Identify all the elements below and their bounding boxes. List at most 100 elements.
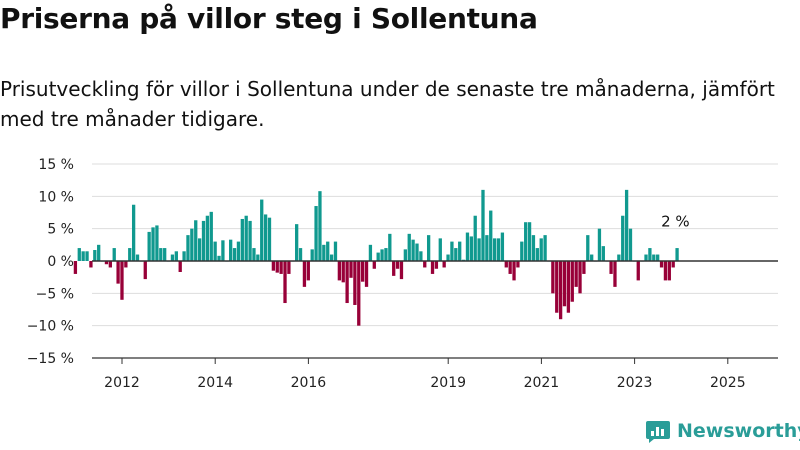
bar — [135, 254, 140, 261]
bar — [221, 240, 225, 261]
bar — [469, 236, 473, 261]
bar — [170, 254, 175, 261]
bar — [357, 261, 361, 326]
bar — [613, 261, 617, 287]
chart-subtitle: Prisutveckling för villor i Sollentuna u… — [0, 77, 775, 131]
bar — [244, 215, 248, 261]
bar — [108, 261, 112, 268]
bar — [73, 261, 78, 274]
bar — [551, 261, 555, 294]
bar — [407, 233, 411, 261]
bar — [496, 238, 501, 261]
bar — [263, 214, 268, 261]
bar — [648, 248, 652, 261]
bar — [392, 261, 396, 276]
bar — [306, 261, 310, 281]
bar — [667, 261, 671, 281]
bar — [326, 241, 330, 261]
bar — [349, 261, 353, 278]
bar — [205, 215, 210, 261]
bar — [267, 217, 272, 261]
bar — [322, 244, 326, 261]
bar — [159, 248, 163, 261]
bar — [287, 261, 291, 274]
bar — [353, 261, 357, 305]
bar — [151, 227, 155, 261]
bar — [236, 241, 241, 261]
bar — [364, 261, 369, 287]
bar — [597, 228, 602, 261]
bar — [384, 248, 388, 261]
bar — [485, 235, 489, 261]
bar — [197, 238, 202, 261]
bar — [500, 232, 505, 261]
bar — [314, 206, 318, 261]
bar — [81, 251, 85, 261]
bar — [194, 220, 198, 261]
bar — [174, 251, 178, 261]
x-tick-label: 2012 — [104, 375, 140, 391]
bar — [423, 261, 427, 268]
x-tick-label: 2019 — [430, 375, 466, 391]
x-tick-label: 2014 — [197, 375, 233, 391]
bar — [97, 244, 101, 261]
bar — [578, 261, 582, 294]
y-tick-label: 0 % — [47, 254, 74, 270]
bar — [329, 254, 334, 261]
bar — [489, 210, 493, 261]
bar — [566, 261, 571, 313]
bar — [283, 261, 287, 304]
bar-chart-logo-icon — [646, 421, 670, 443]
bar — [93, 250, 97, 261]
bar — [543, 235, 547, 261]
bar — [275, 261, 279, 273]
last-value-annotation: 2 % — [661, 213, 690, 231]
bar — [652, 254, 656, 261]
bar — [516, 261, 520, 268]
bar — [590, 254, 594, 261]
bar — [341, 261, 345, 283]
bar — [77, 248, 81, 261]
bar — [454, 248, 458, 261]
bars — [73, 189, 679, 326]
bar — [601, 246, 605, 261]
bar — [388, 233, 392, 261]
bar — [582, 261, 586, 274]
bar — [621, 215, 625, 261]
bar — [298, 248, 303, 261]
bar — [512, 261, 516, 281]
brand-name: Newsworthy — [677, 420, 800, 442]
bar — [368, 244, 373, 261]
chart-title: Priserna på villor steg i Sollentuna — [0, 2, 538, 35]
bar — [535, 248, 539, 261]
bar — [310, 249, 314, 261]
bar — [636, 261, 640, 281]
bar — [232, 248, 237, 261]
bar — [663, 261, 668, 281]
bar — [628, 228, 633, 261]
bar — [279, 261, 283, 274]
bar — [209, 211, 213, 261]
bar — [504, 261, 508, 268]
bar — [337, 261, 342, 281]
bar — [399, 261, 404, 280]
bar — [124, 261, 128, 268]
bar — [201, 220, 206, 261]
bar — [492, 238, 497, 261]
bar — [446, 254, 450, 261]
bar — [675, 248, 679, 261]
bar — [458, 241, 462, 261]
x-tick-label: 2023 — [617, 375, 653, 391]
bar — [190, 228, 194, 261]
bar — [131, 204, 136, 261]
bar — [178, 261, 182, 272]
bar — [380, 249, 384, 261]
bar — [617, 254, 621, 261]
bar — [85, 251, 89, 261]
bar — [104, 261, 109, 265]
newsworthy-logo: Newsworthy — [645, 418, 800, 444]
bar — [112, 248, 116, 261]
bar — [116, 261, 120, 284]
bar — [333, 241, 338, 261]
